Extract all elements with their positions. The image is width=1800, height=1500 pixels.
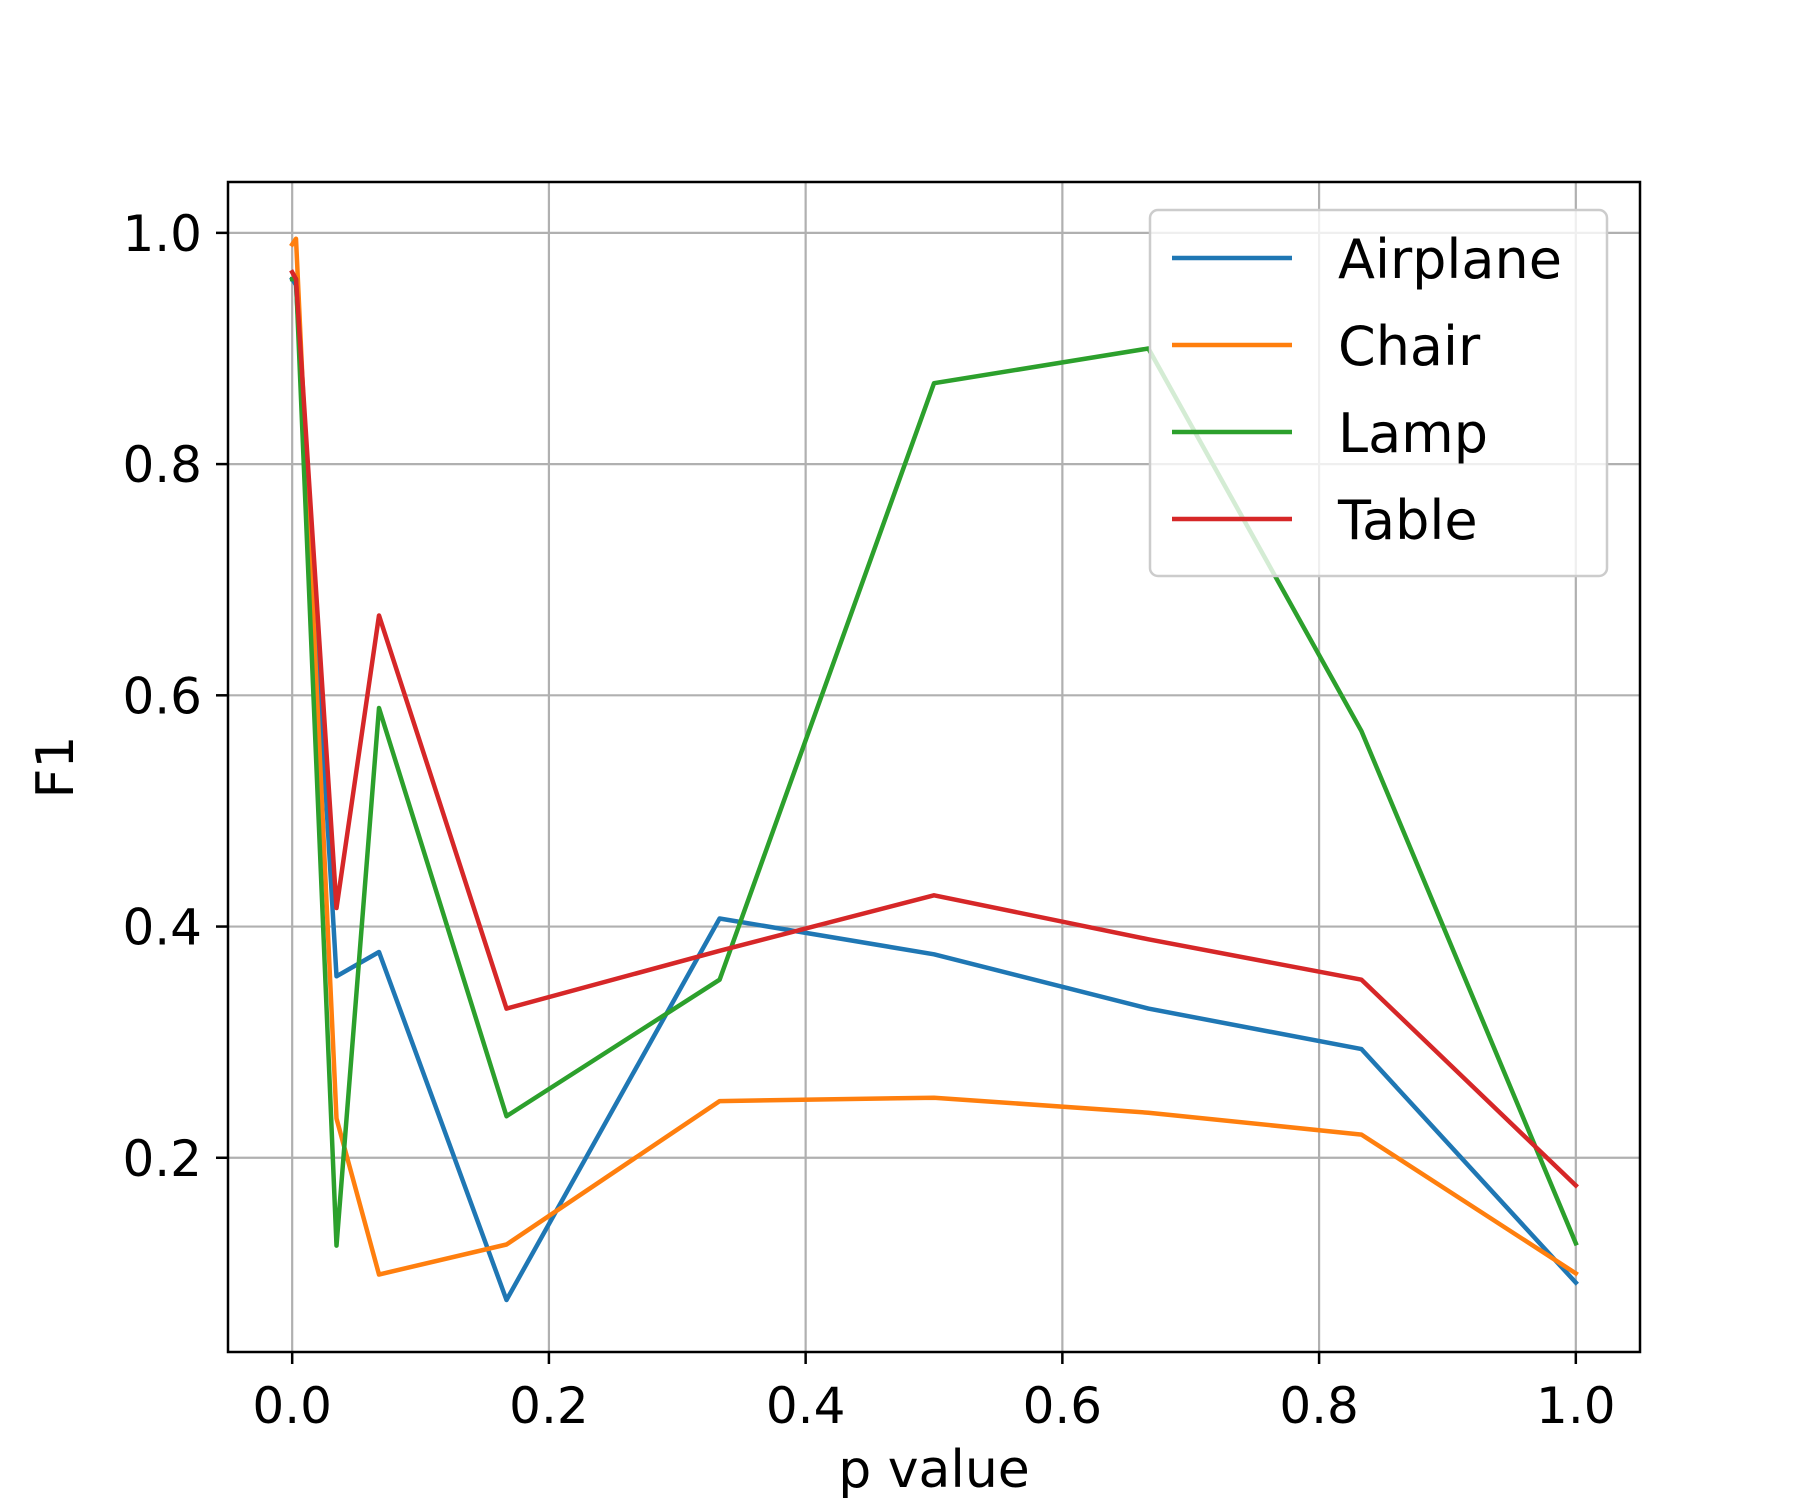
y-tick-label: 0.8 xyxy=(122,436,202,494)
y-axis-label: F1 xyxy=(26,736,86,799)
legend-label-lamp: Lamp xyxy=(1338,402,1488,465)
legend-label-table: Table xyxy=(1337,489,1478,552)
legend: Airplane Chair Lamp Table xyxy=(1148,208,1609,578)
legend-label-chair: Chair xyxy=(1338,315,1481,378)
series-line-table xyxy=(289,269,1579,1189)
x-axis-label: p value xyxy=(838,1440,1030,1500)
x-tick-label: 1.0 xyxy=(1536,1377,1616,1435)
legend-box xyxy=(1148,208,1609,578)
x-tick-label: 0.6 xyxy=(1023,1377,1103,1435)
x-tick-label: 0.4 xyxy=(766,1377,846,1435)
legend-label-airplane: Airplane xyxy=(1338,228,1562,291)
y-tick-label: 1.0 xyxy=(122,205,202,263)
y-tick-label: 0.6 xyxy=(122,667,202,725)
y-tick-label: 0.4 xyxy=(122,899,202,957)
series-line-chair xyxy=(289,236,1579,1277)
x-tick-label: 0.2 xyxy=(509,1377,589,1435)
plot-area-frame xyxy=(226,180,1642,1354)
y-tick-label: 0.2 xyxy=(122,1130,202,1188)
x-tick-label: 0.8 xyxy=(1279,1377,1359,1435)
axis-ticks: 0.0 0.2 0.4 0.6 0.8 1.0 0.2 0.4 0.6 0.8 1.0 xyxy=(122,205,1615,1435)
x-tick-label: 0.0 xyxy=(252,1377,332,1435)
